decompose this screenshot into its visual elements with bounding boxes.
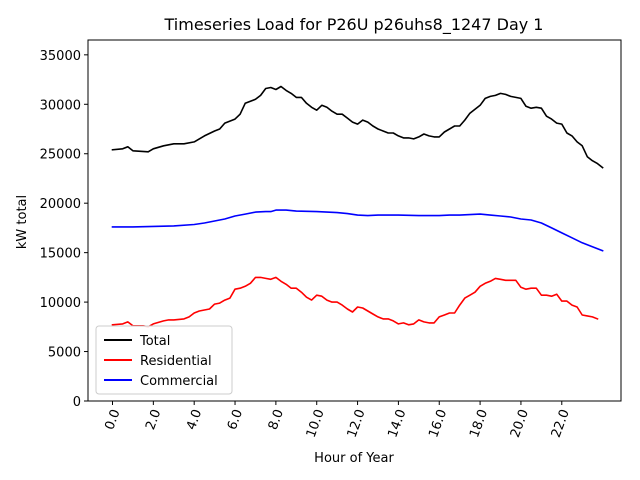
legend-label-total: Total <box>139 334 170 349</box>
y-tick-label: 10000 <box>40 296 81 311</box>
series-line-residential <box>111 276 599 328</box>
y-tick-label: 30000 <box>40 98 81 113</box>
series-line-total <box>111 85 604 169</box>
chart-title: Timeseries Load for P26U p26uhs8_1247 Da… <box>164 15 544 35</box>
legend-label-residential: Residential <box>140 354 212 369</box>
y-tick-label: 0 <box>73 395 81 410</box>
y-tick-label: 25000 <box>40 148 81 163</box>
x-axis-label: Hour of Year <box>314 451 394 466</box>
plot-area <box>87 39 622 402</box>
y-axis: 0 5000 10000 15000 20000 25000 30000 35000 <box>40 49 88 410</box>
legend-label-commercial: Commercial <box>140 374 218 389</box>
x-tick-label: 6.0 <box>225 407 246 432</box>
legend-box <box>95 325 233 395</box>
series-line-commercial <box>111 209 604 252</box>
y-tick-label: 15000 <box>40 247 81 262</box>
axes-frame <box>87 39 622 402</box>
x-tick-label: 2.0 <box>143 407 164 432</box>
y-tick-label: 20000 <box>40 197 81 212</box>
x-tick-label: 8.0 <box>266 407 287 432</box>
y-tick-label: 35000 <box>40 49 81 64</box>
y-tick-label: 5000 <box>48 346 81 361</box>
x-tick-label: 0.0 <box>102 407 123 432</box>
x-tick-label: 4.0 <box>184 407 205 432</box>
y-axis-label: kW total <box>15 195 30 249</box>
legend: Total Residential Commercial <box>95 325 233 395</box>
